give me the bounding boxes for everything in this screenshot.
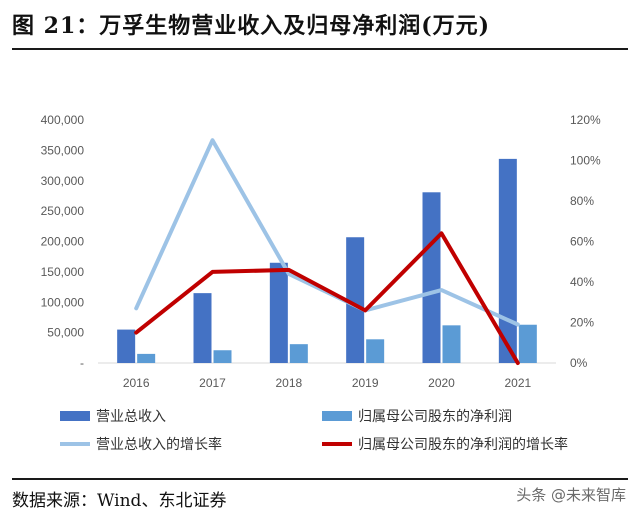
revenue-bar	[117, 329, 136, 363]
left-tick-label: 300,000	[41, 174, 85, 188]
left-tick-label: -	[80, 356, 84, 370]
revenue-bar	[269, 262, 288, 363]
revenue-bar	[346, 237, 365, 363]
profit-growth-line	[134, 231, 520, 365]
profit-bar	[289, 344, 308, 363]
x-tick-label: 2017	[199, 376, 226, 390]
data-source: 数据来源：Wind、东北证券	[12, 491, 227, 511]
legend-revenue-swatch	[60, 411, 90, 421]
profit-bar	[442, 325, 461, 363]
legend-revenue-label: 营业总收入	[96, 408, 166, 424]
left-tick-label: 200,000	[41, 235, 85, 249]
legend-profit-label: 归属母公司股东的净利润	[358, 408, 512, 424]
x-tick-label: 2021	[504, 376, 531, 390]
right-tick-label: 120%	[570, 113, 601, 127]
profit-bar	[366, 339, 385, 363]
watermark: 头条 @未来智库	[516, 486, 626, 504]
chart-area: - 50,000 100,000 150,000 200,000 250,000 300,0…	[41, 113, 601, 452]
right-tick-label: 40%	[570, 275, 594, 289]
right-tick-label: 20%	[570, 316, 594, 330]
right-axis: 0% 20% 40% 60% 80% 100% 120%	[570, 113, 601, 370]
left-tick-label: 400,000	[41, 113, 85, 127]
right-tick-label: 100%	[570, 154, 601, 168]
x-tick-label: 2016	[123, 376, 150, 390]
left-tick-label: 250,000	[41, 204, 85, 218]
profit-bar	[213, 350, 232, 363]
revenue-bar	[498, 158, 517, 363]
chart-title: 图 21：万孚生物营业收入及归母净利润(万元)	[12, 13, 491, 39]
revenue-growth-line	[134, 138, 520, 327]
legend-profit-growth-label: 归属母公司股东的净利润的增长率	[358, 436, 568, 452]
left-tick-label: 150,000	[41, 265, 85, 279]
profit-bar	[518, 324, 537, 363]
right-tick-label: 0%	[570, 356, 588, 370]
revenue-bar	[193, 293, 212, 363]
x-tick-label: 2020	[428, 376, 455, 390]
legend-profit-swatch	[322, 411, 352, 421]
right-tick-label: 80%	[570, 194, 594, 208]
x-tick-label: 2018	[275, 376, 302, 390]
footer-divider	[12, 478, 628, 480]
legend-revenue-growth-label: 营业总收入的增长率	[96, 436, 222, 452]
bars	[117, 158, 537, 363]
lines	[134, 138, 520, 365]
x-axis: 2016 2017 2018 2019 2020 2021	[123, 376, 532, 390]
title-divider	[12, 48, 628, 50]
x-tick-label: 2019	[352, 376, 379, 390]
left-tick-label: 100,000	[41, 295, 85, 309]
left-tick-label: 350,000	[41, 143, 85, 157]
profit-bar	[137, 353, 156, 363]
left-axis: - 50,000 100,000 150,000 200,000 250,000 300,0…	[41, 113, 85, 370]
left-tick-label: 50,000	[47, 326, 84, 340]
right-tick-label: 60%	[570, 235, 594, 249]
revenue-bar	[422, 192, 441, 363]
